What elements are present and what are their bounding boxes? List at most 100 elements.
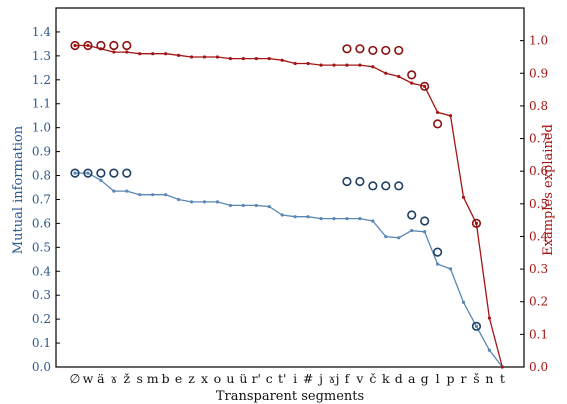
mutual-information-point — [267, 205, 271, 209]
examples-explained-point — [241, 56, 245, 61]
mutual-information-point — [410, 228, 414, 233]
examples-explained-point — [487, 316, 491, 320]
mutual-information-point — [138, 193, 142, 197]
examples-explained-marker — [368, 45, 378, 56]
left-axis-label: Mutual information — [11, 125, 26, 254]
examples-explained-point — [177, 53, 181, 57]
left-tick-label: 0.4 — [32, 264, 51, 278]
left-tick-label: 0.8 — [32, 169, 51, 183]
mutual-information-point — [474, 324, 479, 328]
mutual-information-marker — [368, 181, 378, 191]
x-tick-label: ∅ — [70, 371, 81, 386]
examples-explained-marker — [70, 40, 80, 51]
mutual-information-point — [461, 300, 466, 304]
right-axis-ticks: 0.0 0.1 0.2 0.3 0.4 0.5 0.6 0.7 0.8 0.9 1.0 — [520, 34, 548, 374]
examples-explained-marker — [355, 44, 365, 54]
examples-explained-marker — [394, 45, 404, 56]
examples-explained-marker — [420, 81, 430, 91]
examples-explained-marker — [83, 40, 93, 51]
mutual-information-point — [384, 234, 388, 239]
mutual-information-marker — [394, 181, 404, 191]
examples-explained-point — [306, 61, 310, 66]
mutual-information-marker — [83, 168, 93, 178]
mutual-information-point — [319, 217, 323, 221]
mutual-information-point — [436, 262, 440, 266]
x-tick-label: m — [147, 371, 159, 386]
examples-explained-point — [319, 63, 323, 67]
mutual-information-point — [189, 200, 194, 204]
mutual-information-point — [151, 193, 155, 197]
mutual-information-marker — [70, 168, 80, 178]
left-tick-label: 1.0 — [32, 121, 51, 135]
mutual-information-point — [448, 267, 453, 271]
mutual-information-marker — [471, 321, 482, 331]
examples-explained-point — [423, 84, 427, 88]
mutual-information-point — [371, 219, 375, 223]
x-tick-label: ɤ — [110, 371, 117, 386]
left-tick-label: 1.4 — [32, 25, 51, 39]
x-tick-label: č — [369, 371, 376, 386]
right-tick-label: 0.0 — [529, 360, 548, 374]
x-tick-label: g — [421, 371, 429, 386]
mutual-information-point — [73, 171, 77, 175]
mutual-information-marker — [381, 181, 391, 191]
left-tick-label: 0.5 — [32, 240, 51, 254]
x-tick-label: x — [201, 371, 208, 386]
x-tick-label: d — [395, 371, 403, 386]
examples-explained-point — [293, 61, 297, 66]
mutual-information-point — [112, 189, 116, 193]
x-tick-label: f — [345, 371, 351, 386]
left-tick-label: 1.3 — [32, 49, 51, 63]
mutual-information-point — [345, 217, 349, 221]
examples-explained-marker — [433, 119, 443, 129]
x-tick-label: e — [175, 371, 182, 386]
examples-explained-point — [500, 365, 504, 369]
mutual-information-point — [86, 171, 90, 175]
x-tick-label: t — [500, 371, 505, 386]
x-tick-label: a — [408, 371, 416, 386]
examples-explained-point — [138, 52, 142, 56]
x-tick-label: l — [436, 371, 440, 386]
examples-explained-point — [164, 52, 168, 56]
examples-explained-point — [280, 58, 284, 62]
x-tick-label: r' — [252, 371, 261, 386]
mutual-information-point — [358, 217, 362, 221]
examples-explained-point — [125, 50, 129, 54]
right-tick-label: 0.7 — [529, 132, 548, 146]
left-tick-label: 0.7 — [32, 192, 51, 206]
x-tick-label: ɤj — [329, 371, 340, 386]
mutual-information-point — [215, 200, 220, 204]
examples-explained-point — [410, 81, 414, 85]
examples-explained-point — [86, 43, 90, 48]
x-tick-label: v — [355, 371, 364, 386]
examples-explained-point — [267, 56, 271, 61]
mutual-information-point — [177, 197, 181, 202]
mutual-information-marker — [355, 176, 365, 187]
mutual-information-series — [70, 168, 504, 369]
x-tick-label: n — [485, 371, 493, 386]
x-tick-label: w — [83, 371, 94, 386]
x-tick-label: u — [226, 371, 234, 386]
right-axis-label: Examples explained — [541, 124, 556, 256]
right-tick-label: 0.9 — [529, 66, 548, 80]
mutual-information-point — [164, 193, 168, 197]
mutual-information-point — [241, 203, 245, 208]
left-tick-label: 0.2 — [32, 312, 51, 326]
x-tick-label: r — [461, 371, 467, 386]
x-tick-label: ü — [239, 371, 247, 386]
x-tick-label: ž — [124, 371, 131, 386]
x-axis-ticks: ∅ w ä ɤ ž s m b e z x o u ü r' c t' i # j ɤj f v č k d a g l p r š n t — [70, 371, 505, 386]
examples-explained-point — [254, 56, 258, 61]
examples-explained-point — [202, 55, 207, 59]
examples-explained-point — [371, 65, 375, 69]
examples-explained-point — [436, 110, 440, 115]
mutual-information-marker — [96, 168, 106, 178]
right-tick-label: 0.6 — [529, 164, 548, 178]
examples-explained-point — [358, 63, 362, 67]
examples-explained-point — [151, 52, 155, 56]
examples-explained-marker — [122, 40, 132, 51]
right-tick-label: 0.1 — [529, 327, 548, 341]
left-tick-label: 0.3 — [32, 288, 51, 302]
left-tick-label: 0.1 — [32, 336, 51, 350]
right-tick-label: 0.4 — [529, 229, 548, 243]
